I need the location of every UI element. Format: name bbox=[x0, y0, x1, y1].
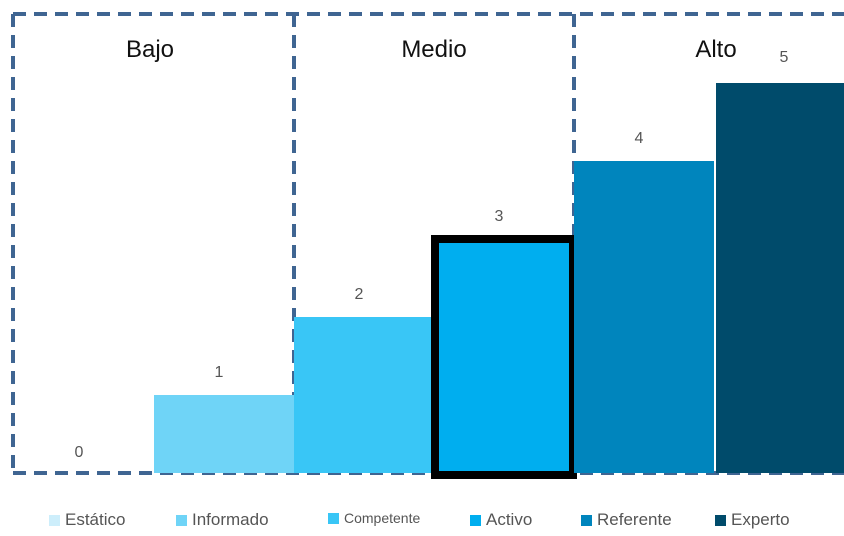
legend-label-referente: Referente bbox=[597, 510, 672, 529]
value-label-referente: 4 bbox=[635, 130, 644, 147]
legend-swatch-experto bbox=[715, 514, 726, 526]
value-label-experto: 5 bbox=[780, 49, 789, 66]
value-label-estatico: 0 bbox=[75, 444, 84, 461]
legend-swatch-referente bbox=[581, 514, 592, 526]
legend-swatch-informado bbox=[176, 514, 187, 526]
legend-label-experto: Experto bbox=[731, 510, 790, 529]
legend-label-competente: Competente bbox=[344, 510, 421, 526]
legend-swatch-competente bbox=[328, 512, 339, 524]
legend-label-activo: Activo bbox=[486, 510, 533, 529]
bar-experto bbox=[716, 83, 844, 473]
value-label-competente: 2 bbox=[355, 286, 364, 303]
bar-competente bbox=[294, 317, 434, 473]
legend-label-estatico: Estático bbox=[65, 510, 126, 529]
value-label-activo: 3 bbox=[495, 208, 504, 225]
legend-item-experto: Experto bbox=[715, 510, 790, 530]
group-label-bajo: Bajo bbox=[126, 36, 174, 63]
legend-item-competente: Competente bbox=[328, 510, 420, 526]
highlight-box-activo bbox=[431, 235, 577, 479]
group-label-alto: Alto bbox=[695, 36, 736, 63]
legend-item-estatico: Estático bbox=[49, 510, 125, 530]
bar-referente bbox=[574, 161, 714, 473]
legend-swatch-activo bbox=[470, 514, 481, 526]
legend-label-informado: Informado bbox=[192, 510, 269, 529]
legend-item-activo: Activo bbox=[470, 510, 532, 530]
bar-informado bbox=[154, 395, 294, 473]
legend-swatch-estatico bbox=[49, 514, 60, 526]
group-label-medio: Medio bbox=[401, 36, 466, 63]
bars bbox=[154, 83, 844, 479]
legend-item-informado: Informado bbox=[176, 510, 269, 530]
value-labels: 0 1 2 3 4 5 bbox=[75, 49, 789, 461]
value-label-informado: 1 bbox=[215, 364, 224, 381]
legend: Estático Informado Competente Activo Ref… bbox=[0, 510, 844, 536]
bar-activo bbox=[434, 239, 574, 473]
legend-item-referente: Referente bbox=[581, 510, 672, 530]
chart: 0 1 2 3 4 5 Bajo Medio Alto bbox=[11, 12, 844, 479]
